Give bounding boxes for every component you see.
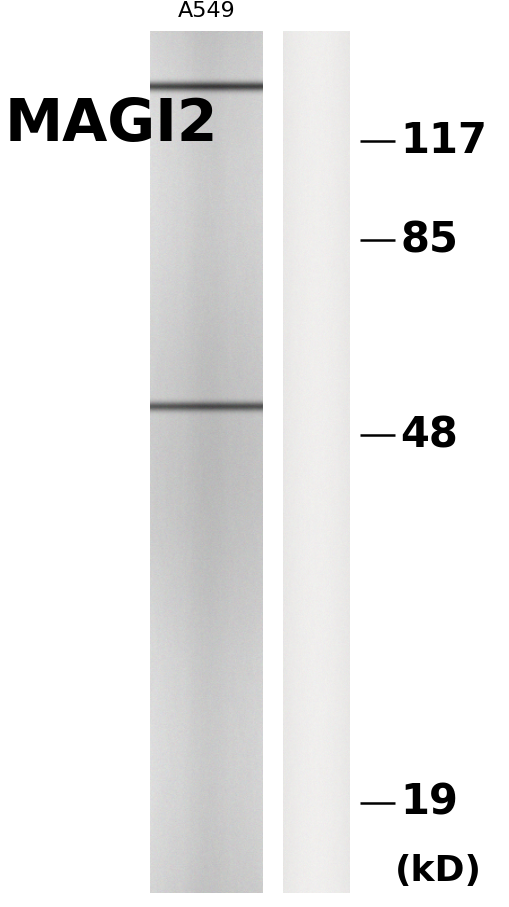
Text: 19: 19: [400, 782, 457, 824]
Text: MAGI2: MAGI2: [5, 95, 218, 152]
Text: 48: 48: [400, 414, 457, 456]
Text: 117: 117: [400, 120, 487, 161]
Text: (kD): (kD): [394, 853, 482, 888]
Text: A549: A549: [177, 1, 235, 21]
Text: 85: 85: [400, 219, 457, 261]
